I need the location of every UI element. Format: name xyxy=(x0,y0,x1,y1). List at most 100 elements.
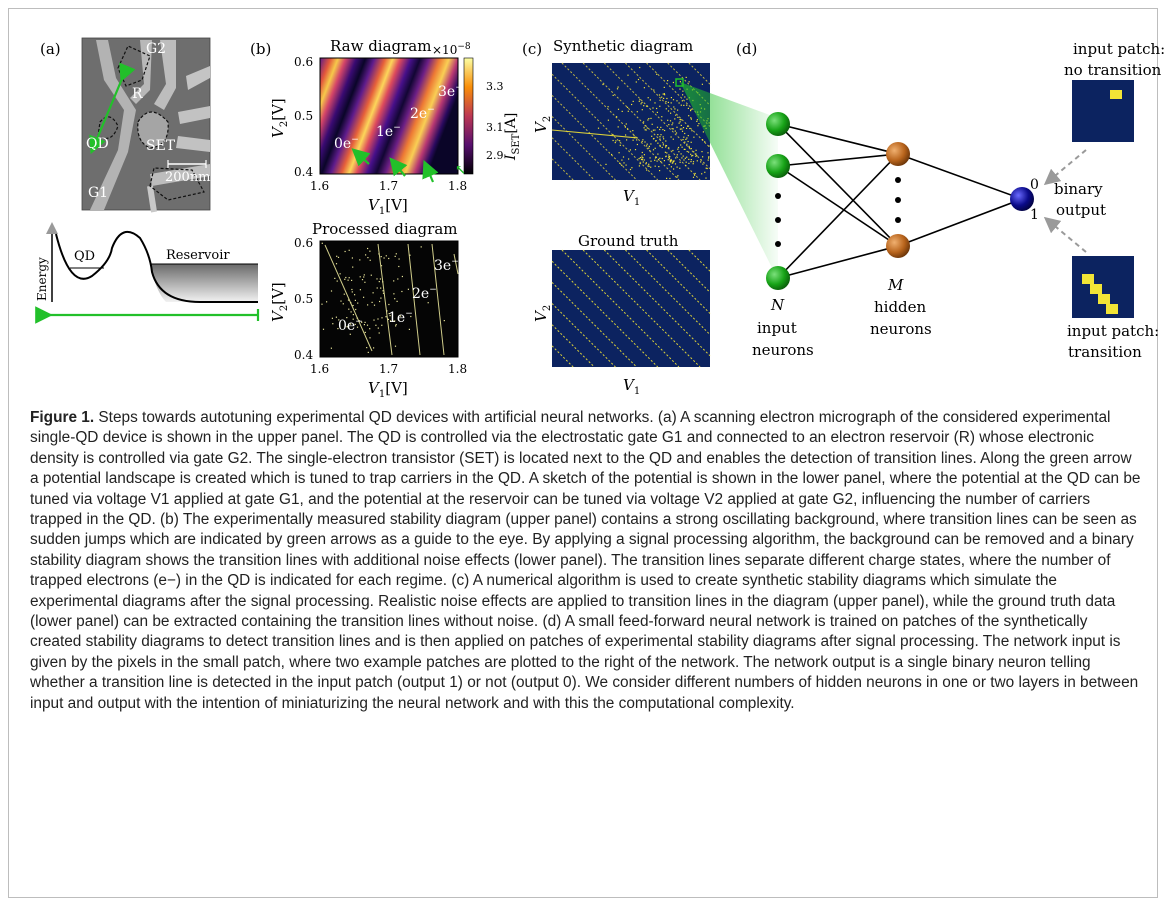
noise-speck xyxy=(692,161,695,163)
noise-speck xyxy=(643,87,645,89)
noise-speck xyxy=(639,99,641,101)
noise-speck xyxy=(397,278,399,280)
noise-speck xyxy=(641,140,643,143)
noise-speck xyxy=(621,164,623,166)
noise-speck xyxy=(657,134,659,136)
synthetic-diagram: Synthetic diagram V2 V1 xyxy=(532,37,711,208)
processed-xtick-0: 1.6 xyxy=(310,362,329,376)
noise-speck xyxy=(394,298,396,300)
noise-speck xyxy=(655,156,657,158)
noise-speck xyxy=(625,134,627,136)
noise-speck xyxy=(394,255,396,257)
noise-speck xyxy=(694,172,696,175)
processed-diagram-title: Processed diagram xyxy=(312,220,458,238)
noise-speck xyxy=(665,156,667,158)
noise-speck xyxy=(659,128,661,131)
noise-speck xyxy=(682,90,684,92)
noise-speck xyxy=(684,132,686,135)
noise-speck xyxy=(624,126,626,128)
noise-speck xyxy=(691,130,693,132)
noise-speck xyxy=(326,301,328,303)
noise-speck xyxy=(686,127,688,129)
noise-speck xyxy=(339,273,341,275)
input-n-label: N xyxy=(770,296,785,314)
noise-speck xyxy=(679,167,681,169)
noise-speck xyxy=(345,276,347,279)
noise-speck xyxy=(646,143,648,145)
noise-speck xyxy=(617,86,619,88)
colorbar-tick-0: 3.3 xyxy=(486,80,504,93)
transition-line xyxy=(667,249,711,293)
noise-speck xyxy=(645,105,648,107)
ground-truth-ylabel: V2 xyxy=(532,305,553,322)
hidden-neuron xyxy=(886,142,910,166)
noise-speck xyxy=(672,128,674,130)
noise-speck xyxy=(679,161,681,163)
noise-speck xyxy=(669,156,671,158)
transition-line xyxy=(646,249,711,314)
noise-speck xyxy=(671,128,673,130)
noise-speck xyxy=(682,94,684,96)
noise-speck xyxy=(344,278,346,280)
noise-speck xyxy=(667,119,669,121)
ground-truth-title: Ground truth xyxy=(578,232,679,250)
noise-speck xyxy=(644,129,646,131)
noise-speck xyxy=(351,279,353,281)
noise-speck xyxy=(636,143,638,146)
noise-speck xyxy=(659,136,661,138)
sem-label-g2: G2 xyxy=(146,41,166,57)
noise-speck xyxy=(350,311,352,313)
noise-speck xyxy=(379,300,381,303)
caption-text: Steps towards autotuning experimental QD… xyxy=(30,409,1141,712)
noise-speck xyxy=(626,106,629,108)
processed-ytick-1: 0.5 xyxy=(294,292,313,306)
noise-speck xyxy=(682,155,684,157)
noise-speck xyxy=(629,168,632,171)
noise-speck xyxy=(616,88,619,90)
noise-speck xyxy=(680,104,682,106)
transition-line xyxy=(646,62,711,127)
noise-speck xyxy=(692,176,695,178)
synthetic-diagram-title: Synthetic diagram xyxy=(553,37,693,55)
noise-speck xyxy=(686,143,688,145)
noise-speck xyxy=(684,148,686,150)
noise-speck xyxy=(625,164,627,166)
noise-speck xyxy=(683,136,685,138)
output-neuron xyxy=(1010,187,1034,211)
noise-speck xyxy=(427,302,429,304)
binary-output-line1: binary xyxy=(1054,180,1103,198)
input-neurons-line2: neurons xyxy=(752,341,814,359)
raw-charge-2: 2e− xyxy=(410,105,435,122)
noise-speck xyxy=(673,160,675,162)
noise-speck xyxy=(389,320,392,322)
noise-speck xyxy=(621,159,623,161)
noise-speck xyxy=(678,122,680,124)
noise-speck xyxy=(359,289,361,291)
noise-speck xyxy=(676,154,678,156)
noise-speck xyxy=(617,108,620,110)
noise-speck xyxy=(706,167,708,170)
noise-speck xyxy=(631,167,633,169)
noise-speck xyxy=(674,108,676,110)
noise-speck xyxy=(638,100,640,102)
noise-speck xyxy=(356,326,359,328)
noise-speck xyxy=(665,101,667,103)
noise-speck xyxy=(363,274,365,276)
processed-ytick-2: 0.4 xyxy=(294,348,313,362)
noise-speck xyxy=(380,256,382,258)
processed-charge-2: 2e− xyxy=(412,285,437,302)
noise-speck xyxy=(670,136,672,138)
noise-speck xyxy=(671,160,673,162)
noise-speck xyxy=(631,103,633,106)
noise-speck xyxy=(377,327,379,329)
noise-speck xyxy=(694,174,696,176)
noise-speck xyxy=(683,148,685,150)
noise-speck xyxy=(655,140,657,142)
noise-speck xyxy=(641,101,643,104)
colorbar-label: ISET[A] xyxy=(503,113,522,161)
noise-speck xyxy=(659,145,661,147)
noise-speck xyxy=(639,66,641,69)
noise-speck xyxy=(616,116,618,118)
noise-speck xyxy=(632,130,634,132)
noise-speck xyxy=(367,351,369,353)
